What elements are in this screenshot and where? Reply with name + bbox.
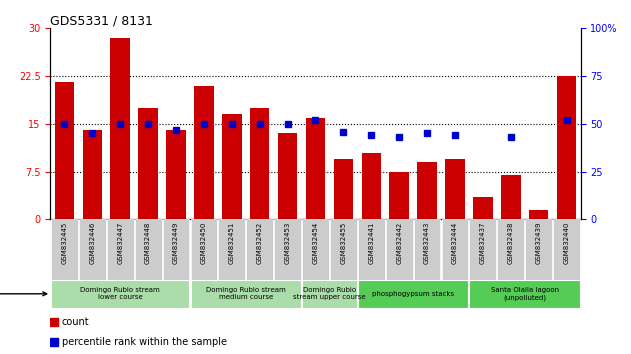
Bar <box>135 219 162 280</box>
Text: percentile rank within the sample: percentile rank within the sample <box>62 337 227 347</box>
Bar <box>110 38 130 219</box>
Bar <box>274 219 301 280</box>
Text: other: other <box>0 289 47 299</box>
Bar <box>306 118 325 219</box>
Text: Domingo Rubio stream
medium course: Domingo Rubio stream medium course <box>206 287 286 300</box>
Text: GSM832448: GSM832448 <box>145 221 151 264</box>
Bar <box>250 108 269 219</box>
Bar <box>358 280 468 308</box>
Bar <box>191 219 217 280</box>
Bar <box>278 133 297 219</box>
Bar <box>445 159 465 219</box>
Text: GSM832437: GSM832437 <box>480 221 486 264</box>
Bar <box>83 130 102 219</box>
Bar <box>51 280 189 308</box>
Bar <box>163 219 189 280</box>
Bar <box>302 280 357 308</box>
Bar <box>529 210 548 219</box>
Bar <box>469 219 496 280</box>
Bar <box>79 219 106 280</box>
Bar <box>557 76 576 219</box>
Text: GSM832449: GSM832449 <box>173 221 179 264</box>
Bar <box>191 280 301 308</box>
Bar <box>218 219 245 280</box>
Text: GSM832452: GSM832452 <box>257 221 262 263</box>
Text: GSM832453: GSM832453 <box>285 221 291 264</box>
Bar <box>386 219 413 280</box>
Text: count: count <box>62 318 89 327</box>
Bar <box>358 219 385 280</box>
Bar <box>55 82 74 219</box>
Text: phosphogypsum stacks: phosphogypsum stacks <box>372 291 454 297</box>
Bar <box>194 86 214 219</box>
Text: GSM832442: GSM832442 <box>396 221 402 263</box>
Bar <box>497 219 524 280</box>
Bar <box>525 219 552 280</box>
Text: GSM832447: GSM832447 <box>117 221 123 264</box>
Text: GSM832439: GSM832439 <box>536 221 541 264</box>
Text: GSM832451: GSM832451 <box>229 221 235 264</box>
Bar <box>51 219 78 280</box>
Bar <box>330 219 357 280</box>
Bar <box>414 219 440 280</box>
Text: GSM832444: GSM832444 <box>452 221 458 263</box>
Text: GSM832455: GSM832455 <box>340 221 346 263</box>
Text: GDS5331 / 8131: GDS5331 / 8131 <box>50 14 153 27</box>
Bar <box>246 219 273 280</box>
Bar <box>553 219 580 280</box>
Text: GSM832450: GSM832450 <box>201 221 207 264</box>
Bar <box>302 219 329 280</box>
Bar <box>469 280 580 308</box>
Bar <box>501 175 521 219</box>
Bar <box>389 172 409 219</box>
Text: GSM832445: GSM832445 <box>61 221 68 263</box>
Bar <box>362 153 381 219</box>
Bar <box>166 130 186 219</box>
Bar <box>222 114 242 219</box>
Bar <box>107 219 134 280</box>
Text: GSM832446: GSM832446 <box>90 221 95 264</box>
Bar <box>417 162 437 219</box>
Bar <box>138 108 158 219</box>
Bar <box>473 197 493 219</box>
Text: Domingo Rubio stream
lower course: Domingo Rubio stream lower course <box>80 287 160 300</box>
Bar <box>442 219 468 280</box>
Text: GSM832454: GSM832454 <box>312 221 319 263</box>
Text: GSM832441: GSM832441 <box>369 221 374 264</box>
Text: Domingo Rubio
stream upper course: Domingo Rubio stream upper course <box>293 287 366 300</box>
Text: GSM832443: GSM832443 <box>424 221 430 264</box>
Text: Santa Olalla lagoon
(unpolluted): Santa Olalla lagoon (unpolluted) <box>491 287 559 301</box>
Bar <box>334 159 353 219</box>
Text: GSM832438: GSM832438 <box>508 221 514 264</box>
Text: GSM832440: GSM832440 <box>563 221 570 264</box>
